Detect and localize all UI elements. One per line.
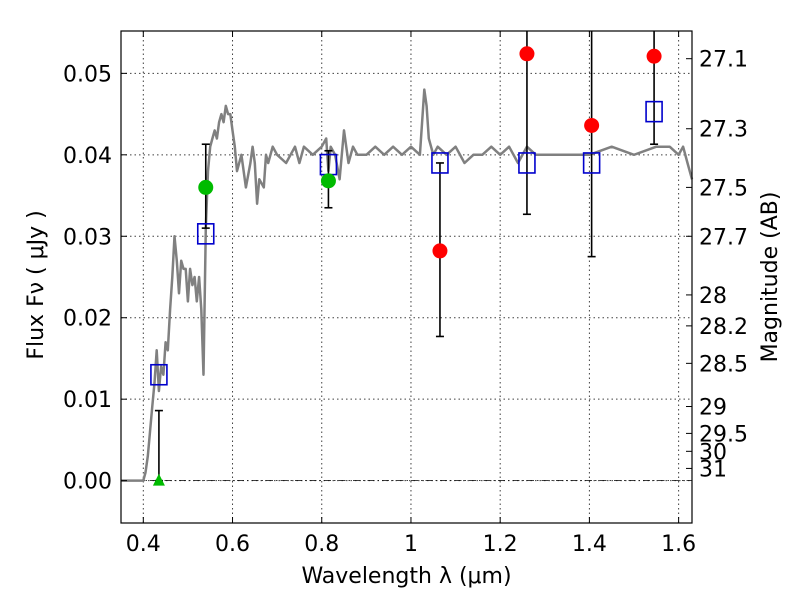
red-data-point (432, 243, 448, 259)
model-photometry-square (150, 363, 168, 386)
grid-layer (121, 31, 692, 523)
x-tick-label: 0.4 (126, 532, 161, 557)
x-tick-label: 0.6 (215, 532, 250, 557)
right-tick-label: 28.2 (699, 315, 748, 340)
model-photometry-square (645, 100, 663, 123)
red-data-point (584, 117, 600, 133)
ticks-layer: 0.4 0.6 0.8 1 1.2 1.4 1.6 0.00 0.01 0.02 0.03 0.04 0… (63, 31, 748, 557)
y-tick-label: 0.05 (63, 62, 112, 87)
right-tick-label: 31 (699, 457, 727, 482)
red-data-point (519, 46, 535, 62)
right-tick-label: 30 (699, 440, 727, 465)
green-data-point (198, 179, 214, 195)
x-tick-label: 0.8 (304, 532, 339, 557)
right-tick-label: 28.5 (699, 352, 748, 377)
right-tick-label: 29.5 (699, 422, 748, 447)
right-tick-label: 28 (699, 284, 727, 309)
right-axis-title: Magnitude (AB) (758, 192, 783, 363)
red-data-point (646, 48, 662, 64)
x-tick-label: 1.2 (483, 532, 518, 557)
plot-layer (121, 31, 694, 486)
y-tick-label: 0.00 (63, 470, 112, 495)
y-axis-title: Flux Fν ( μJy ) (24, 210, 49, 359)
right-tick-label: 29 (699, 396, 727, 421)
y-tick-label: 0.03 (63, 225, 112, 250)
y-tick-label: 0.01 (63, 388, 112, 413)
model-photometry-square (431, 152, 449, 174)
x-axis-title: Wavelength λ (μm) (301, 564, 511, 589)
right-tick-label: 27.7 (699, 225, 748, 250)
right-tick-label: 27.1 (699, 48, 748, 73)
right-tick-label: 27.3 (699, 118, 748, 143)
x-tick-label: 1.4 (572, 532, 607, 557)
x-tick-label: 1.6 (661, 532, 696, 557)
green-data-point (320, 173, 336, 189)
model-photometry-square (518, 152, 536, 174)
model-photometry-square (196, 223, 215, 245)
x-tick-label: 1 (404, 532, 418, 557)
spectrum-line (121, 88, 694, 482)
right-tick-label: 27.5 (699, 176, 748, 201)
y-tick-label: 0.02 (63, 307, 112, 332)
upper-limit-triangle (152, 473, 165, 486)
model-photometry-square (582, 152, 601, 174)
plot-frame (120, 30, 693, 524)
y-tick-label: 0.04 (63, 144, 112, 169)
